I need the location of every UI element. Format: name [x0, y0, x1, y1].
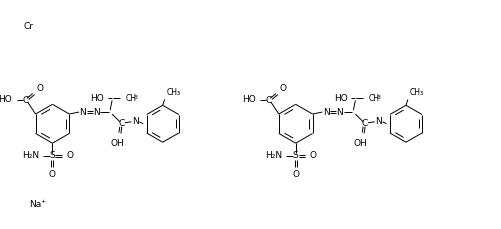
Text: CH: CH	[369, 94, 380, 103]
Text: O: O	[37, 84, 44, 93]
Text: HO: HO	[0, 95, 12, 104]
Text: OH: OH	[110, 139, 124, 148]
Text: HO: HO	[91, 94, 104, 103]
Text: C: C	[23, 96, 29, 105]
Text: O: O	[66, 151, 73, 160]
Text: N: N	[93, 108, 100, 117]
Text: N: N	[336, 108, 343, 117]
Text: +: +	[41, 199, 46, 204]
Text: CH₃: CH₃	[410, 88, 424, 98]
Text: N: N	[132, 117, 139, 126]
Text: O: O	[49, 170, 56, 180]
Text: C: C	[119, 119, 125, 128]
Text: 3: 3	[133, 95, 137, 100]
Text: C: C	[362, 119, 368, 128]
Text: HO: HO	[334, 94, 348, 103]
Text: C: C	[266, 96, 272, 105]
Text: O: O	[309, 151, 316, 160]
Text: CH: CH	[126, 94, 137, 103]
Text: Na: Na	[29, 200, 42, 209]
Text: O: O	[280, 84, 287, 93]
Text: S: S	[50, 151, 55, 160]
Text: H₂N: H₂N	[22, 151, 39, 160]
Text: N: N	[375, 117, 382, 126]
Text: N: N	[323, 108, 330, 117]
Text: Cr: Cr	[23, 22, 33, 31]
Text: HO: HO	[242, 95, 256, 104]
Text: OH: OH	[353, 139, 367, 148]
Text: S: S	[293, 151, 299, 160]
Text: CH₃: CH₃	[167, 88, 181, 98]
Text: 3: 3	[377, 95, 381, 100]
Text: N: N	[80, 108, 86, 117]
Text: O: O	[292, 170, 299, 180]
Text: H₂N: H₂N	[265, 151, 282, 160]
